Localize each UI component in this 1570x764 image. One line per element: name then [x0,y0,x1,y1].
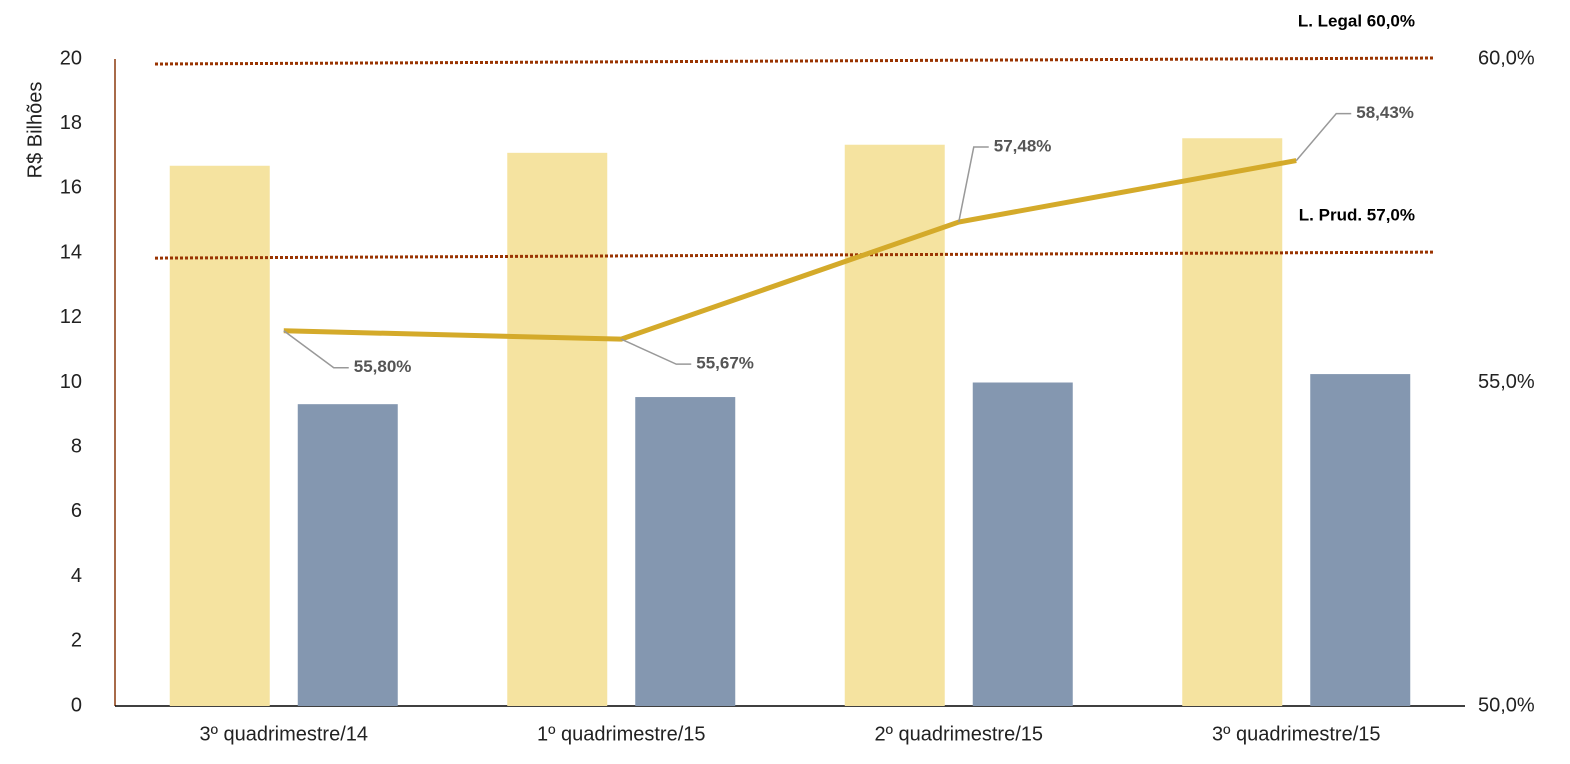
y-tick-label: 10 [60,371,82,393]
y-tick-label: 16 [60,177,82,199]
y-tick-label: 4 [71,565,82,587]
x-tick-label: 3º quadrimestre/14 [199,723,368,745]
y-tick-label: 0 [71,694,82,716]
leader-line [958,146,989,223]
y2-tick-label: 55,0% [1478,371,1535,393]
y-tick-label: 20 [60,47,82,69]
y-axis-title: R$ Bilhões [24,82,46,179]
bar [972,382,1073,706]
data-label: 57,48% [994,137,1052,156]
leader-line [620,338,692,365]
y-tick-label: 18 [60,112,82,134]
y-tick-label: 12 [60,306,82,328]
reference-label: L. Legal 60,0% [1298,11,1415,30]
bar [1182,138,1283,706]
bar [1310,374,1411,706]
x-tick-label: 2º quadrimestre/15 [874,723,1043,745]
y-tick-label: 8 [71,435,82,457]
y-tick-label: 2 [71,630,82,652]
bar [297,404,398,706]
y2-tick-label: 60,0% [1478,47,1535,69]
data-label: 58,43% [1356,103,1414,122]
x-tick-label: 3º quadrimestre/15 [1212,723,1381,745]
reference-line [154,250,1436,260]
data-label: 55,67% [696,354,754,373]
bar [169,165,270,706]
reference-line [154,56,1436,66]
y-tick-label: 6 [71,500,82,522]
reference-label: L. Prud. 57,0% [1299,206,1415,225]
bar [635,397,736,706]
leader-line [283,330,349,369]
y2-tick-label: 50,0% [1478,694,1535,716]
data-label: 55,80% [354,357,412,376]
line [283,158,1297,342]
y-tick-label: 14 [60,241,82,263]
x-tick-label: 1º quadrimestre/15 [537,723,706,745]
leader-line [1295,112,1352,162]
bar [844,144,945,707]
bar [507,152,608,706]
